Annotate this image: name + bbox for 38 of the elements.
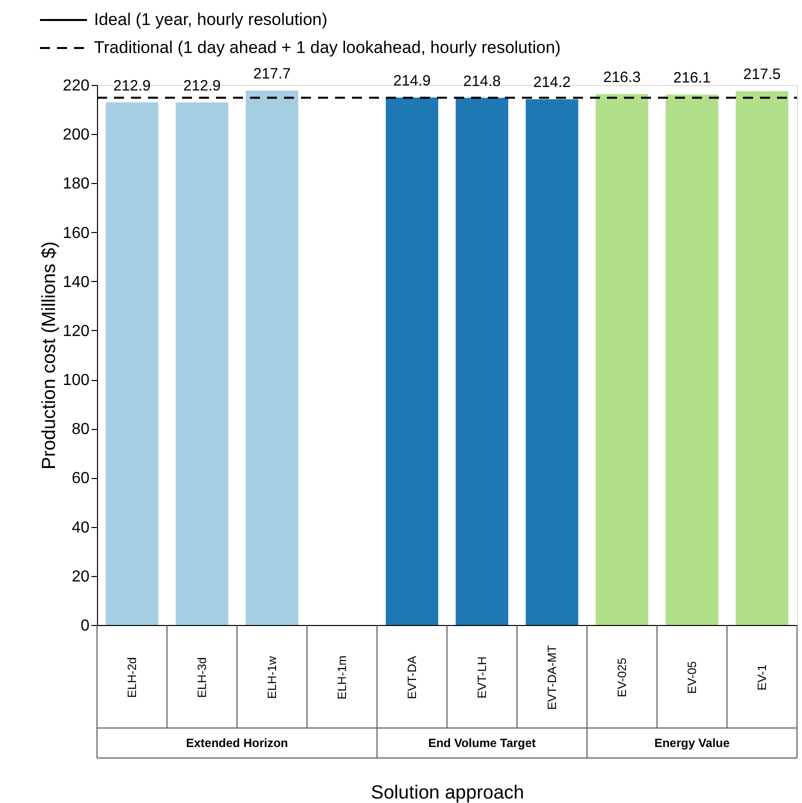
data-label: 214.9 [393, 72, 431, 90]
x-tick-label: EV-05 [685, 660, 699, 694]
y-tick-label: 220 [62, 78, 90, 94]
data-label: 217.7 [253, 66, 291, 83]
x-tick-label: EVT-DA [405, 656, 419, 700]
text: End Volume Target [428, 736, 536, 750]
text: Ideal (1 year, hourly resolution) [94, 10, 328, 29]
text: Energy Value [654, 736, 730, 750]
text: Extended Horizon [186, 736, 288, 750]
y-tick-label: 40 [72, 519, 90, 536]
data-label: 217.5 [743, 66, 781, 84]
x-tick-label: ELH-3d [195, 657, 209, 698]
y-tick-label: 120 [62, 322, 90, 340]
x-axis-title: Solution approach [370, 782, 524, 803]
y-axis-title: Production cost (Millions $) [38, 241, 60, 470]
y-tick-label: 20 [72, 568, 90, 586]
x-tick-label: ELH-1m [335, 655, 349, 700]
data-label: 214.2 [533, 74, 571, 92]
x-tick-label: EV-025 [615, 658, 629, 698]
y-tick-label: 60 [72, 470, 90, 488]
data-label: 214.8 [463, 72, 501, 90]
legend-label: Traditional (1 day ahead + 1 day lookahead, hourly resolution) [94, 38, 561, 57]
x-tick-label: EVT-LH [475, 656, 489, 699]
x-tick-label: ELH-2d [125, 657, 139, 698]
y-tick-label: 200 [62, 126, 90, 144]
x-tick-label: EVT-DA-MT [545, 644, 559, 710]
y-tick-label: 80 [72, 421, 90, 438]
y-tick-label: 140 [62, 274, 90, 291]
y-tick-label: 100 [62, 372, 90, 390]
data-label: 216.3 [603, 69, 641, 86]
data-label: 212.9 [113, 77, 151, 94]
y-tick-label: 180 [62, 176, 90, 193]
data-label: 212.9 [183, 77, 221, 94]
data-label: 216.1 [673, 70, 711, 87]
y-tick-label: 0 [80, 618, 90, 634]
x-tick-label: EV-1 [755, 664, 769, 691]
y-tick-label: 160 [62, 224, 90, 242]
x-tick-label: ELH-1w [265, 656, 279, 699]
